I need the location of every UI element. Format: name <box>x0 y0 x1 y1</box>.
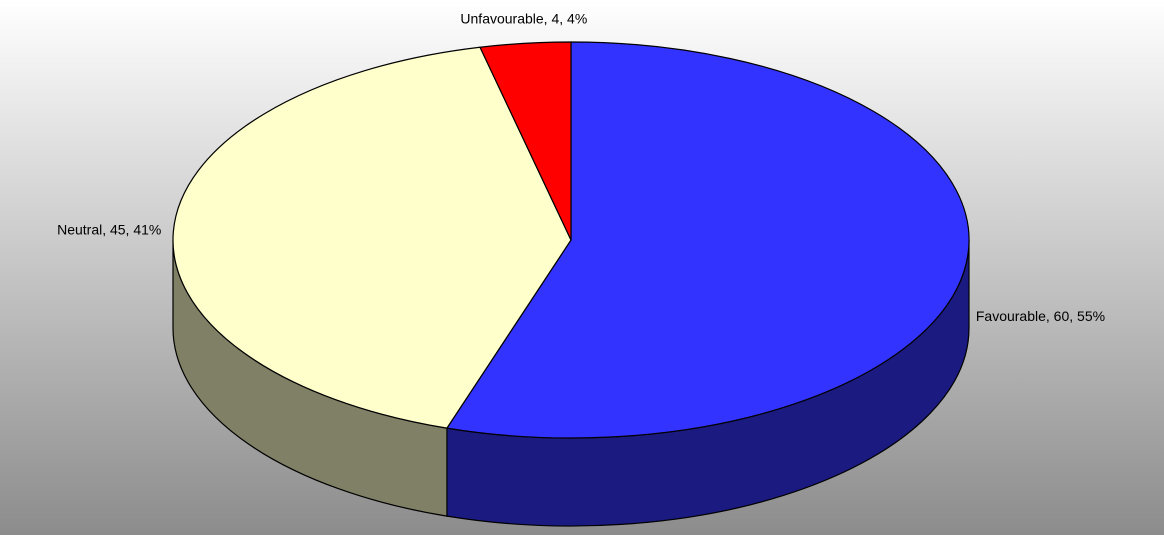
pie-slice <box>479 41 572 241</box>
data-label: Favourable, 60, 55% <box>976 308 1105 324</box>
pie-slice <box>445 41 970 439</box>
data-label: Neutral, 45, 41% <box>57 222 161 238</box>
pie-slice <box>172 46 572 429</box>
data-label: Unfavourable, 4, 4% <box>460 11 587 27</box>
